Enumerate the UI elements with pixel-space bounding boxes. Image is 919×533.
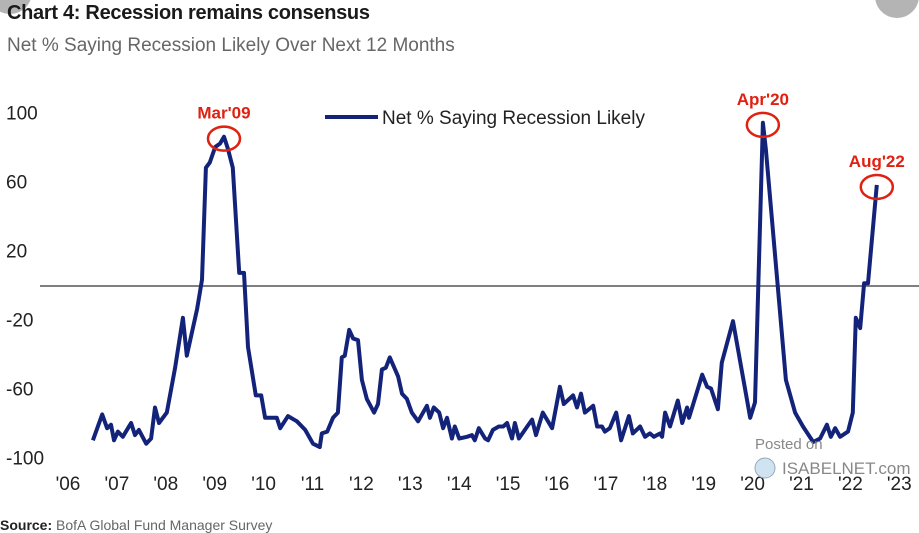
source-note: Source: BofA Global Fund Manager Survey — [0, 517, 272, 533]
x-tick-label: '11 — [301, 474, 324, 495]
annotation-label: Apr'20 — [737, 90, 789, 109]
y-tick-label: -20 — [6, 311, 33, 332]
x-tick-label: '21 — [789, 474, 814, 495]
x-tick-label: '23 — [887, 474, 912, 495]
annotation-label: Aug'22 — [849, 152, 905, 171]
x-tick-label: '13 — [398, 474, 423, 495]
annotation-label: Mar'09 — [197, 104, 250, 123]
x-tick-label: '22 — [838, 474, 863, 495]
annotation-circle — [745, 111, 781, 139]
source-label: Source: — [0, 517, 53, 533]
chart-title: Chart 4: Recession remains consensus — [7, 2, 370, 24]
x-tick-label: '07 — [105, 474, 130, 495]
legend-label: Net % Saying Recession Likely — [382, 108, 645, 129]
y-tick-label: -60 — [6, 380, 33, 401]
source-text: BofA Global Fund Manager Survey — [56, 517, 273, 533]
x-tick-label: '19 — [691, 474, 716, 495]
annotation-circle — [206, 125, 242, 152]
y-tick-label: 60 — [6, 173, 27, 194]
x-tick-label: '18 — [642, 474, 667, 495]
watermark-line1: Posted on — [755, 436, 823, 453]
x-tick-label: '15 — [496, 474, 521, 495]
y-tick-label: 100 — [6, 104, 38, 125]
watermark-line2: ISABELNET.com — [782, 459, 911, 478]
annotation-circle — [859, 173, 895, 201]
watermark: Posted on ISABELNET.com — [754, 436, 911, 479]
x-tick-label: '17 — [594, 474, 619, 495]
x-tick-label: '14 — [447, 474, 472, 495]
overlay-button-right[interactable] — [875, 0, 919, 18]
y-tick-label: -100 — [6, 449, 44, 470]
series-line — [91, 120, 879, 450]
x-tick-label: '06 — [56, 474, 81, 495]
legend: Net % Saying Recession Likely — [325, 108, 645, 129]
isabelnet-logo-icon — [754, 457, 776, 479]
y-tick-label: 20 — [6, 242, 27, 263]
x-tick-label: '20 — [740, 474, 765, 495]
x-tick-label: '08 — [153, 474, 178, 495]
chart-subtitle: Net % Saying Recession Likely Over Next … — [7, 35, 455, 56]
x-tick-label: '16 — [545, 474, 570, 495]
x-tick-label: '12 — [349, 474, 374, 495]
x-tick-label: '09 — [202, 474, 227, 495]
x-tick-label: '10 — [251, 474, 276, 495]
